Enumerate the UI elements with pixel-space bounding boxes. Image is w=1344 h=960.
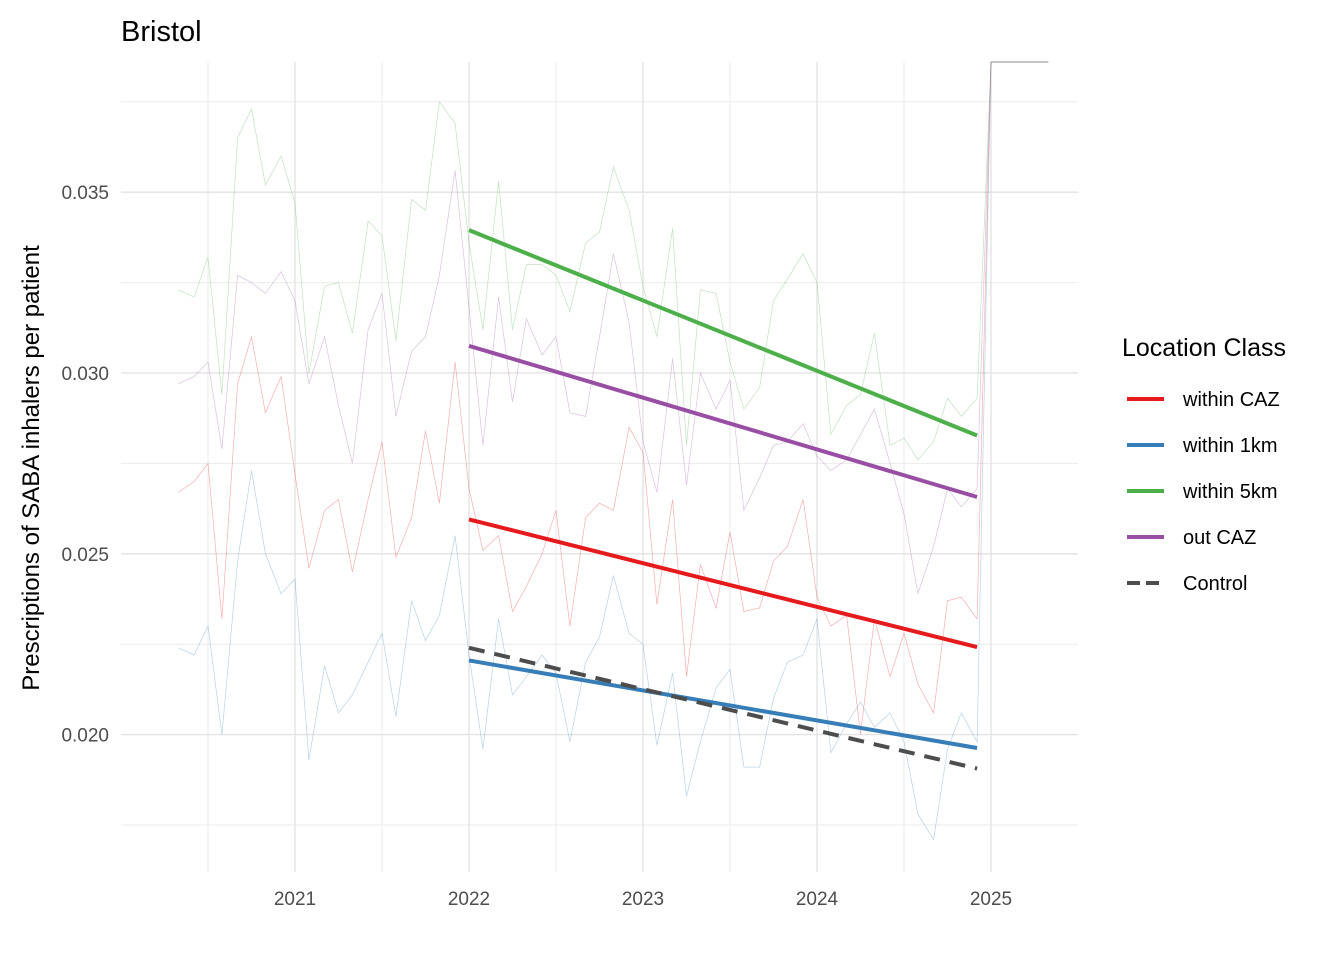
trend-line [468,645,978,771]
legend-title: Location Class [1122,334,1286,362]
legend-label: within 5km [1182,481,1277,503]
x-tick-label: 2024 [796,889,839,910]
legend-label: Control [1183,573,1247,595]
raw-series-line [178,61,992,735]
raw-series-line [178,61,992,841]
legend-items: within CAZ within 1km within 5km out CAZ Con… [1127,389,1280,595]
y-axis-label: Prescriptions of SABA inhalers per patie… [18,245,45,691]
legend-label: within 1km [1182,435,1277,457]
y-tick-label: 0.025 [61,545,109,566]
legend-label: within CAZ [1182,389,1280,411]
grid-major [121,62,1078,872]
x-tick-label: 2023 [622,889,664,910]
y-tick-labels: 0.020 0.025 0.030 0.035 [61,183,109,746]
x-tick-labels: 2021 2022 2023 2024 2025 [274,889,1012,910]
trend-line [468,517,978,650]
raw-series-line [178,61,992,594]
legend-label: out CAZ [1183,527,1256,549]
raw-series-lines [178,61,1049,841]
grid-minor [121,62,1078,872]
trend-line [468,658,978,750]
x-tick-label: 2021 [274,889,316,910]
y-tick-label: 0.020 [61,726,109,747]
trend-line [468,343,978,499]
trend-lines [468,228,978,771]
chart-title: Bristol [121,16,202,48]
trend-line [468,228,978,438]
x-tick-label: 2025 [970,889,1012,910]
x-tick-label: 2022 [448,889,490,910]
y-tick-label: 0.030 [61,364,109,385]
raw-series-line [178,61,992,461]
y-tick-label: 0.035 [61,183,109,204]
